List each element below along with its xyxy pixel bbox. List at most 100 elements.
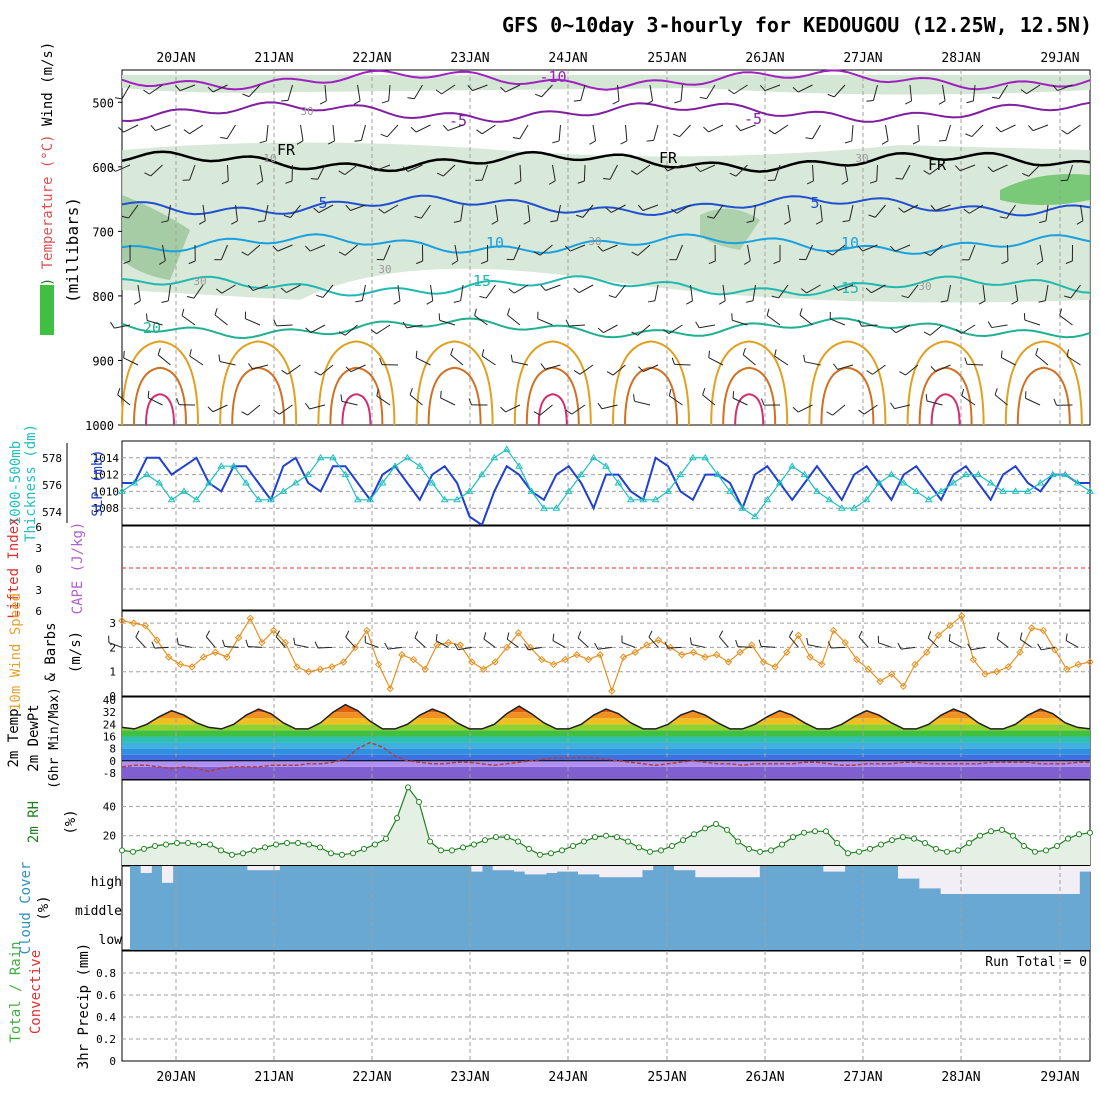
wind-barb-feather: [565, 409, 573, 415]
wind-barb-feather: [436, 172, 444, 177]
panel-ylabel: 1000-500mb: [8, 441, 24, 525]
wind-barb-feather: [948, 633, 951, 641]
data-point: [981, 670, 989, 678]
wind-barb: [583, 164, 586, 182]
data-point: [317, 844, 323, 851]
panel-ylabel-part: CAPE (J/kg): [70, 522, 86, 615]
wind-barb-feather: [597, 245, 604, 252]
wind-barb-feather: [402, 166, 409, 172]
temperature-band: [122, 730, 1090, 737]
wind-barb: [114, 324, 131, 329]
wind-barb: [512, 361, 529, 366]
wind-barb-feather: [963, 208, 970, 214]
temperature-band: [122, 724, 1090, 731]
wind-barb: [212, 404, 228, 413]
wind-barb-feather: [370, 329, 377, 335]
data-point: [142, 470, 151, 478]
wind-barb-feather: [695, 166, 701, 172]
date-label-top: 29JAN: [1040, 51, 1079, 66]
wind-barb-feather: [161, 300, 169, 303]
contour-label: 15: [473, 272, 491, 290]
wind-barb-feather: [573, 287, 580, 294]
wind-barb: [669, 395, 683, 406]
wind-barb-feather: [603, 177, 611, 180]
data-point: [887, 470, 896, 478]
wind-barb: [612, 364, 626, 376]
pressure-panel: 1014 1012 1010 1008 578 576 574 1000-500mb Thick…: [8, 424, 1094, 542]
data-point: [592, 834, 598, 841]
data-point: [316, 453, 325, 461]
data-point: [783, 648, 791, 656]
wind-barb-feather: [1052, 84, 1058, 91]
wind-barb-feather: [832, 284, 839, 291]
wind-barb: [539, 244, 553, 256]
panel-ylabel-part: 10m Wind: [8, 644, 24, 711]
wind-barb: [365, 642, 379, 648]
data-point: [1024, 487, 1032, 494]
contour-label: 30: [300, 105, 313, 118]
wind-barb-feather: [788, 630, 794, 637]
wind-barb-feather: [668, 388, 672, 397]
wind-barb-feather: [257, 220, 265, 223]
temperature-band: [122, 736, 1090, 743]
data-point: [421, 665, 429, 673]
cloud-level-label: high: [91, 875, 122, 890]
wind-barb: [332, 124, 335, 141]
wind-barb-feather: [500, 86, 506, 93]
cloud-gap: [631, 866, 643, 878]
cloud-level-label: middle: [75, 904, 122, 919]
wind-barb-feather: [453, 300, 461, 303]
wind-barb: [885, 124, 889, 141]
panel-ylabel-part: Temperature (°C): [40, 134, 56, 277]
data-point: [614, 479, 623, 486]
wind-barb: [935, 204, 951, 211]
data-point: [658, 847, 664, 854]
wind-barb: [708, 124, 724, 133]
wind-barb: [1019, 638, 1032, 648]
data-point: [329, 453, 337, 461]
wind-barb-feather: [827, 641, 832, 649]
wind-barb: [648, 636, 659, 648]
data-point: [460, 844, 466, 851]
wind-barb-feather: [540, 284, 546, 291]
wind-barb-feather: [881, 140, 889, 145]
wind-barb: [615, 284, 626, 298]
wind-barb-feather: [858, 409, 865, 415]
precip-panel: 0.8 0.6 0.4 0.2 0 Run Total = 0 Total / Rain Co…: [8, 941, 1091, 1069]
data-point: [946, 621, 954, 630]
data-point: [1036, 479, 1045, 486]
wind-barb-feather: [381, 100, 389, 104]
wind-barb: [807, 644, 822, 648]
wind-barb-feather: [1064, 295, 1072, 299]
wind-barb-feather: [857, 245, 864, 252]
data-point: [573, 651, 581, 659]
wind-barb-feather: [514, 180, 522, 185]
wind-barb: [413, 84, 423, 100]
wind-barb-feather: [728, 89, 735, 95]
cloud-gap: [674, 866, 686, 871]
cloud-gap: [546, 866, 558, 873]
data-point: [130, 479, 139, 486]
data-point: [180, 487, 188, 494]
warm-contour: [537, 393, 568, 426]
data-point: [262, 844, 268, 851]
wind-barb-feather: [1038, 300, 1046, 303]
wind-barb: [117, 394, 131, 406]
wind-barb-feather: [646, 100, 653, 105]
data-point: [962, 470, 970, 478]
wind-barb: [1066, 355, 1081, 366]
wind-barb-feather: [994, 388, 998, 396]
wind-barb: [414, 637, 426, 648]
wind-barb-feather: [826, 251, 833, 256]
wind-barb-feather: [869, 180, 877, 184]
data-point: [306, 841, 312, 848]
wind-barb-feather: [338, 251, 346, 256]
warm-contour: [906, 340, 985, 426]
panel-ylabel-part: 3hr Precip (mm): [76, 943, 92, 1069]
temperature-contour: [121, 101, 1091, 123]
data-point: [779, 841, 785, 848]
data-point: [363, 626, 371, 635]
pressure-panel-frame: [121, 440, 1091, 526]
wind-barb-feather: [479, 295, 487, 299]
data-point: [118, 617, 126, 625]
